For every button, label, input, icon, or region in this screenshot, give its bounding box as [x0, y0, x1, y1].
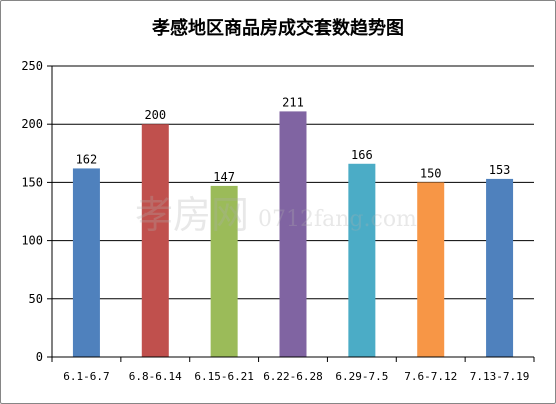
bar [72, 168, 100, 357]
bar [279, 111, 307, 358]
x-tick-label: 6.1-6.7 [63, 370, 109, 383]
bar [141, 124, 169, 357]
bar [348, 163, 376, 357]
axes: 0 50 100 150 200 250 6.1-6.7 6.8-6.14 6.15-6.21 6… [21, 59, 535, 383]
data-label: 162 [76, 152, 98, 166]
watermark: 孝房网 0712fang.com [135, 193, 417, 237]
bar [486, 178, 514, 357]
x-tick-label: 6.15-6.21 [194, 370, 254, 383]
x-tick-label: 7.13-7.19 [470, 370, 530, 383]
y-tick-label: 100 [21, 234, 43, 248]
data-label: 147 [213, 170, 235, 184]
bar [417, 182, 445, 357]
data-label: 153 [489, 163, 511, 177]
bars [72, 111, 514, 358]
chart-title: 孝感地区商品房成交套数趋势图 [152, 18, 404, 39]
x-tick-label: 6.22-6.28 [263, 370, 323, 383]
data-labels: 162 200 147 211 166 150 153 [76, 95, 511, 183]
y-tick-label: 50 [29, 292, 43, 306]
x-tick-label: 7.6-7.12 [404, 370, 457, 383]
data-label: 150 [420, 166, 442, 180]
y-tick-label: 250 [21, 59, 43, 73]
watermark-logo: 孝房网 [135, 193, 249, 237]
watermark-domain: 0712fang.com [258, 207, 417, 232]
x-tick-label: 6.29-7.5 [335, 370, 388, 383]
data-label: 211 [282, 95, 304, 109]
y-tick-label: 200 [21, 117, 43, 131]
data-label: 200 [144, 108, 166, 122]
y-tick-label: 0 [36, 350, 43, 364]
x-tick-label: 6.8-6.14 [129, 370, 182, 383]
y-tick-label: 150 [21, 175, 43, 189]
bar [210, 185, 238, 357]
data-label: 166 [351, 148, 373, 162]
